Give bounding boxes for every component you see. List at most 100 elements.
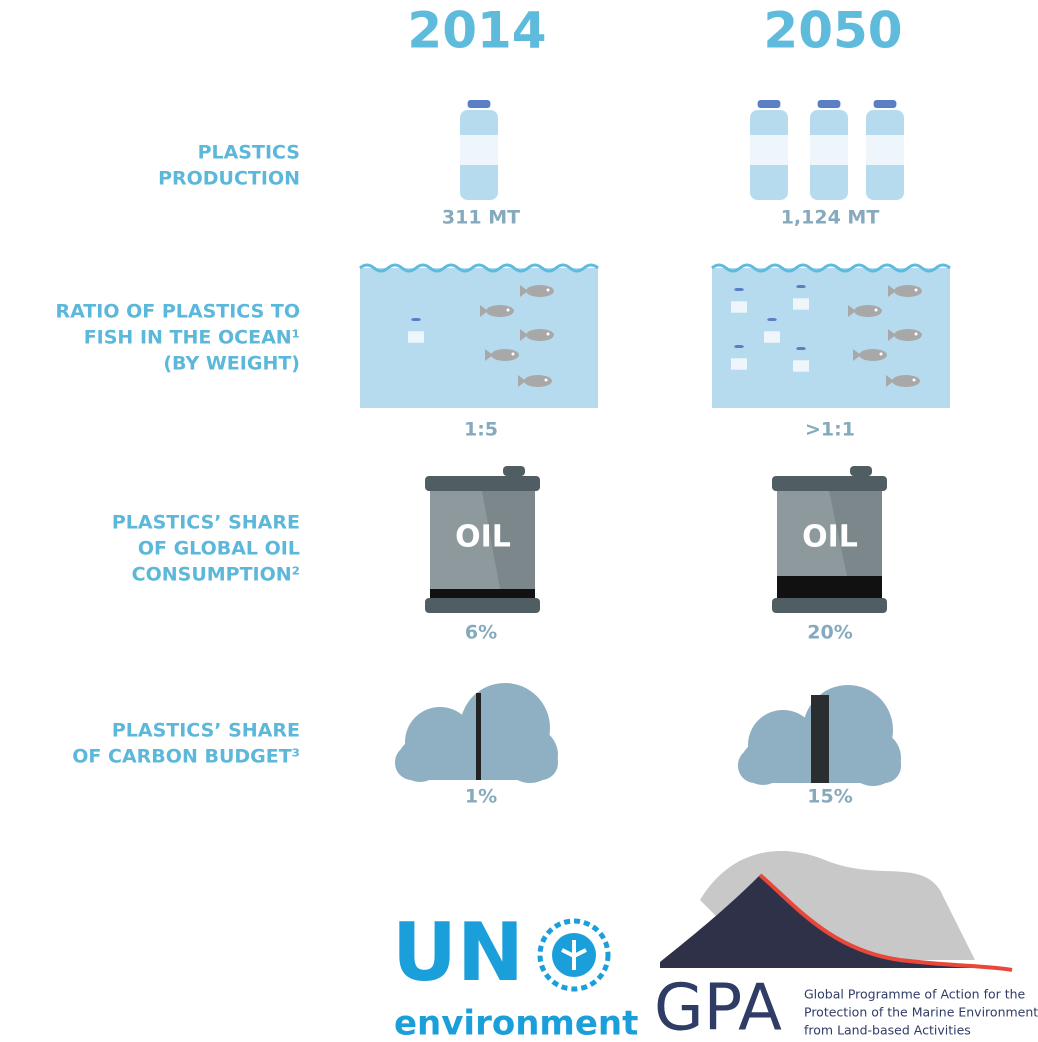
gpa-name: GPA — [654, 972, 782, 1042]
bottle-cap — [467, 100, 491, 108]
bottle — [793, 285, 809, 323]
fish-tail — [888, 329, 896, 341]
year: 2050 — [763, 2, 902, 60]
row-value: >1:1 — [805, 419, 855, 441]
fish-tail — [518, 375, 526, 387]
row-label: RATIO OF PLASTICS TO — [55, 301, 300, 323]
row-label: PLASTICS — [198, 142, 300, 164]
bottle-label — [750, 135, 788, 165]
fish — [888, 329, 922, 341]
fish-tail — [886, 375, 894, 387]
fish-tail — [888, 285, 896, 297]
fish-eye — [506, 308, 510, 312]
un-logo: UN environment — [392, 906, 638, 1042]
fish-body — [894, 285, 922, 297]
fish-body — [854, 305, 882, 317]
fish-eye — [912, 378, 916, 382]
row-value: 1% — [465, 786, 497, 808]
fish — [886, 375, 920, 387]
gpa-line: from Land-based Activities — [804, 1023, 971, 1038]
row-label: PRODUCTION — [158, 168, 300, 190]
gpa-line: Global Programme of Action for the — [804, 987, 1026, 1002]
fish — [520, 329, 554, 341]
oil-label: OIL — [455, 520, 511, 555]
bottle-label — [810, 135, 848, 165]
bottle-label — [793, 360, 809, 372]
fish-eye — [914, 288, 918, 292]
row-label: PLASTICS’ SHARE — [112, 720, 300, 742]
bottle-label — [866, 135, 904, 165]
fish-tail — [848, 305, 856, 317]
fish — [518, 375, 552, 387]
oil-barrel-2050 — [772, 466, 887, 613]
fish-tail — [853, 349, 861, 361]
bottle-label — [460, 135, 498, 165]
bottle-label — [731, 358, 747, 370]
fish-eye — [544, 378, 548, 382]
fish-eye — [511, 352, 515, 356]
row-label: PLASTICS’ SHARE — [112, 512, 300, 534]
fish-body — [526, 285, 554, 297]
fish-body — [859, 349, 887, 361]
fish-tail — [520, 285, 528, 297]
fish-body — [526, 329, 554, 341]
bottle-cap — [734, 345, 744, 349]
oil-barrel-2014 — [425, 466, 540, 613]
bottle — [810, 100, 848, 200]
row-value: 1,124 MT — [781, 207, 880, 229]
gpa-line: Protection of the Marine Environment — [804, 1005, 1038, 1020]
bottle — [764, 318, 780, 356]
year: 2014 — [407, 2, 546, 60]
fish-body — [524, 375, 552, 387]
row-label: (BY WEIGHT) — [163, 353, 300, 375]
bottle — [731, 288, 747, 326]
bottle-cap — [734, 288, 744, 292]
fish — [480, 305, 514, 317]
bottle-cap — [796, 347, 806, 351]
fish-body — [892, 375, 920, 387]
fish-eye — [546, 288, 550, 292]
bottle — [408, 318, 424, 356]
fish-tail — [480, 305, 488, 317]
bottle-cap — [411, 318, 421, 322]
fish — [520, 285, 554, 297]
bottle — [793, 347, 809, 385]
ocean-2014 — [359, 263, 599, 408]
row-value: 20% — [807, 622, 852, 644]
row-label: OF CARBON BUDGET³ — [72, 746, 300, 768]
fish-body — [486, 305, 514, 317]
row-value: 1:5 — [464, 419, 498, 441]
bottle — [731, 345, 747, 383]
fish-tail — [485, 349, 493, 361]
row-label: OF GLOBAL OIL — [138, 538, 300, 560]
row-label: FISH IN THE OCEAN¹ — [84, 327, 300, 349]
cloud-2050 — [738, 685, 901, 786]
bottle-cap — [817, 100, 841, 108]
fish — [853, 349, 887, 361]
bottle — [460, 100, 498, 200]
un-name: UN — [392, 906, 524, 999]
fish-eye — [914, 332, 918, 336]
bottle-label — [408, 331, 424, 343]
oil-label: OIL — [802, 520, 858, 555]
fish-tail — [520, 329, 528, 341]
bottle-cap — [873, 100, 897, 108]
bottle-cap — [796, 285, 806, 289]
bottle — [866, 100, 904, 200]
bottle — [750, 100, 788, 200]
bottle-cap — [757, 100, 781, 108]
gpa-logo: GPA Global Programme of Action for the P… — [654, 850, 1038, 1042]
row-value: 15% — [807, 786, 852, 808]
bottle-label — [793, 298, 809, 310]
fish — [485, 349, 519, 361]
fish-body — [894, 329, 922, 341]
fish — [848, 305, 882, 317]
bottle-cap — [767, 318, 777, 322]
bottle-label — [731, 301, 747, 313]
row-value: 6% — [465, 622, 497, 644]
bottle-label — [764, 331, 780, 343]
cloud-2014 — [395, 683, 558, 783]
fish-eye — [879, 352, 883, 356]
row-value: 311 MT — [442, 207, 520, 229]
